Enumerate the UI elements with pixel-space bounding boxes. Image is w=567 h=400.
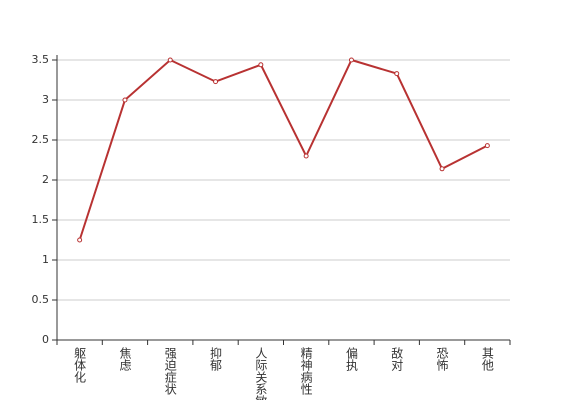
x-tick-label: 精神病性 xyxy=(299,347,313,396)
point xyxy=(394,71,400,77)
point xyxy=(167,57,173,63)
y-tick-label: 0.5 xyxy=(32,293,50,306)
y-tick-label: 1.5 xyxy=(32,213,50,226)
x-tick-label: 偏执 xyxy=(344,346,358,372)
point xyxy=(303,153,309,159)
x-tick-label: 焦虑 xyxy=(118,347,132,371)
y-tick-label: 3 xyxy=(42,93,49,106)
point xyxy=(122,97,128,103)
point xyxy=(484,143,490,149)
point xyxy=(213,79,219,85)
x-tick-label: 强迫症状 xyxy=(163,347,177,395)
line xyxy=(78,58,488,241)
point xyxy=(348,57,354,63)
x-tick-label: 躯体化 xyxy=(73,346,87,384)
y-tick-label: 2.5 xyxy=(32,133,50,146)
point xyxy=(439,166,445,172)
y-tick-label: 3.5 xyxy=(32,53,50,66)
point xyxy=(77,237,83,243)
y-tick-label: 1 xyxy=(42,253,49,266)
x-tick-label: 敌对 xyxy=(390,346,404,371)
x-tick-label: 恐怖 xyxy=(435,347,449,371)
point xyxy=(258,62,264,68)
x-tick-label: 其他 xyxy=(480,347,494,371)
y-tick-label: 0 xyxy=(42,333,49,346)
x-tick-label: 人际关系敏感 xyxy=(254,347,268,400)
y-tick-label: 2 xyxy=(42,173,49,186)
x-tick-label: 抑郁 xyxy=(209,346,223,372)
